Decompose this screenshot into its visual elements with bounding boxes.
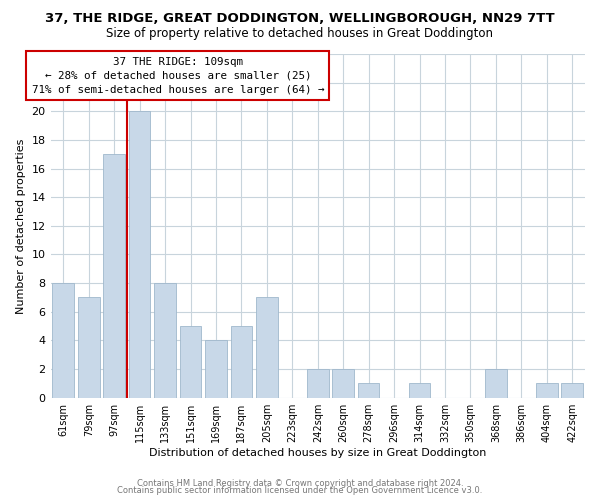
Bar: [562, 384, 583, 398]
Bar: [307, 369, 329, 398]
Text: 37, THE RIDGE, GREAT DODDINGTON, WELLINGBOROUGH, NN29 7TT: 37, THE RIDGE, GREAT DODDINGTON, WELLING…: [45, 12, 555, 26]
Bar: [409, 384, 430, 398]
Bar: [205, 340, 227, 398]
Bar: [358, 384, 379, 398]
Text: Contains public sector information licensed under the Open Government Licence v3: Contains public sector information licen…: [118, 486, 482, 495]
Bar: [230, 326, 252, 398]
Text: 37 THE RIDGE: 109sqm
← 28% of detached houses are smaller (25)
71% of semi-detac: 37 THE RIDGE: 109sqm ← 28% of detached h…: [32, 57, 324, 95]
Bar: [536, 384, 557, 398]
X-axis label: Distribution of detached houses by size in Great Doddington: Distribution of detached houses by size …: [149, 448, 487, 458]
Bar: [485, 369, 507, 398]
Text: Size of property relative to detached houses in Great Doddington: Size of property relative to detached ho…: [107, 28, 493, 40]
Bar: [179, 326, 202, 398]
Text: Contains HM Land Registry data © Crown copyright and database right 2024.: Contains HM Land Registry data © Crown c…: [137, 478, 463, 488]
Y-axis label: Number of detached properties: Number of detached properties: [16, 138, 26, 314]
Bar: [78, 298, 100, 398]
Bar: [256, 298, 278, 398]
Bar: [52, 283, 74, 398]
Bar: [103, 154, 125, 398]
Bar: [154, 283, 176, 398]
Bar: [332, 369, 354, 398]
Bar: [129, 112, 151, 398]
